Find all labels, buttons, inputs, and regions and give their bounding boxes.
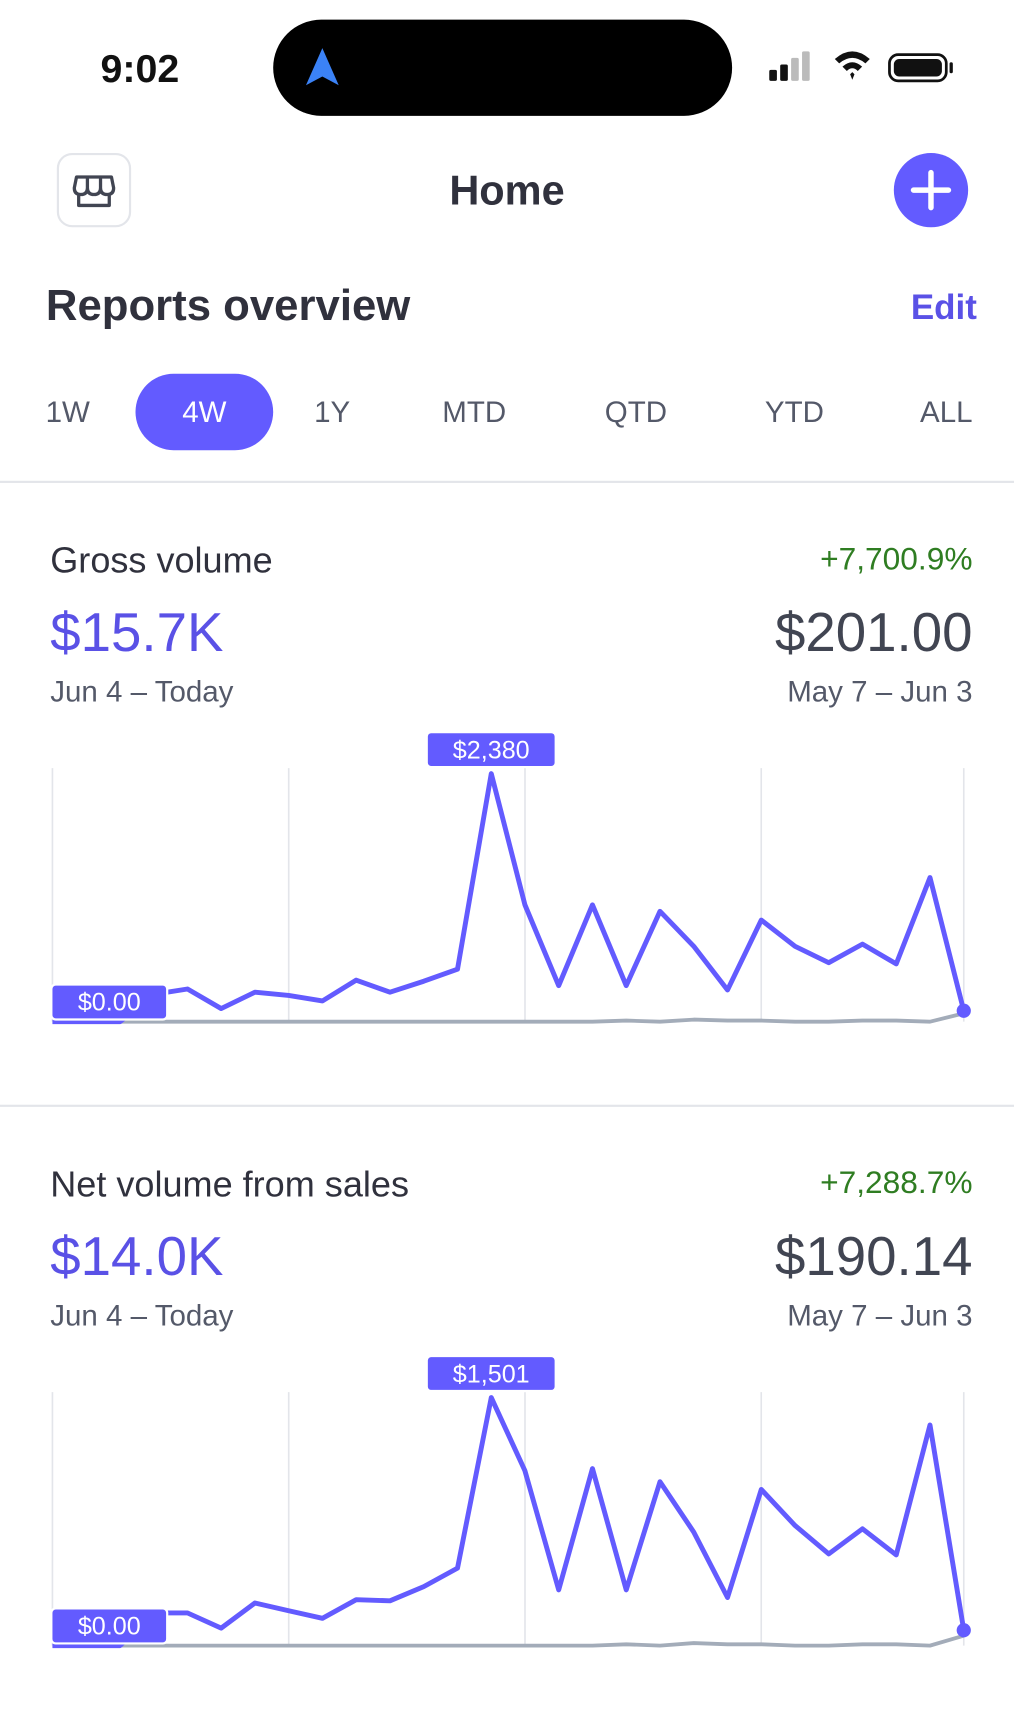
edit-link[interactable]: Edit: [910, 287, 977, 327]
card-change: +7,700.9%: [820, 541, 973, 577]
chart: $0.00 $1,501: [50, 1354, 971, 1649]
tab[interactable]: 1W: [45, 395, 90, 429]
value-label: $0.00: [78, 1613, 141, 1641]
card-change: +7,288.7%: [820, 1165, 973, 1201]
signal-bar: [780, 64, 788, 81]
battery-tip: [949, 62, 953, 74]
header-title: Home: [449, 168, 565, 215]
signal-bar: [769, 69, 777, 81]
card-period: Jun 4 – Today: [50, 675, 234, 709]
value-label-bg: [50, 983, 169, 1021]
plus-icon: [910, 169, 952, 211]
store-button[interactable]: [56, 152, 132, 228]
value-label-bg: [425, 1354, 557, 1393]
chart: $0.00 $2,380: [50, 731, 971, 1025]
current-line: [52, 771, 967, 1025]
signal-bar: [791, 57, 799, 81]
end-dot: [956, 1003, 971, 1018]
value-label: $0.00: [78, 989, 141, 1017]
end-dot: [956, 1623, 971, 1638]
tab[interactable]: ALL: [920, 395, 973, 429]
status-time: 9:02: [100, 45, 180, 91]
card-previous-value: $201.00: [774, 602, 973, 664]
divider: [0, 1104, 1014, 1107]
value-label-bg: [50, 1607, 169, 1645]
card-previous-value: $190.14: [774, 1226, 973, 1288]
value-label: $2,380: [453, 736, 530, 764]
battery: [888, 53, 948, 83]
previous-line: [52, 1633, 965, 1648]
card-value: $15.7K: [50, 602, 224, 664]
divider: [0, 480, 1014, 483]
add-button[interactable]: [893, 152, 969, 228]
tab[interactable]: YTD: [764, 395, 824, 429]
card-previous-period: May 7 – Jun 3: [787, 675, 973, 709]
card-previous-period: May 7 – Jun 3: [787, 1299, 973, 1333]
card-period: Jun 4 – Today: [50, 1299, 234, 1333]
section-title: Reports overview: [45, 281, 411, 330]
report-card[interactable]: Net volume from sales $14.0K Jun 4 – Today…: [0, 1138, 1014, 1684]
signal-bar: [802, 51, 810, 81]
wifi: [834, 51, 870, 80]
status-icons: [769, 51, 953, 83]
dynamic-island: [273, 19, 733, 116]
tab[interactable]: MTD: [442, 395, 507, 429]
tab[interactable]: QTD: [604, 395, 668, 429]
battery-level: [893, 59, 942, 77]
nav-arrow: [305, 48, 339, 86]
tab[interactable]: 4W: [135, 373, 274, 451]
card-value: $14.0K: [50, 1226, 224, 1288]
value-label: $1,501: [453, 1360, 530, 1388]
island-icon: [305, 48, 339, 86]
value-label-bg: [425, 731, 557, 769]
tab[interactable]: 1Y: [314, 395, 351, 429]
card-title: Gross volume: [50, 539, 273, 581]
previous-line: [52, 1011, 965, 1024]
current-line: [52, 1395, 967, 1649]
card-title: Net volume from sales: [50, 1163, 409, 1205]
report-card[interactable]: Gross volume $15.7K Jun 4 – Today +7,700.9%…: [0, 514, 1014, 1060]
store-icon: [72, 175, 116, 208]
